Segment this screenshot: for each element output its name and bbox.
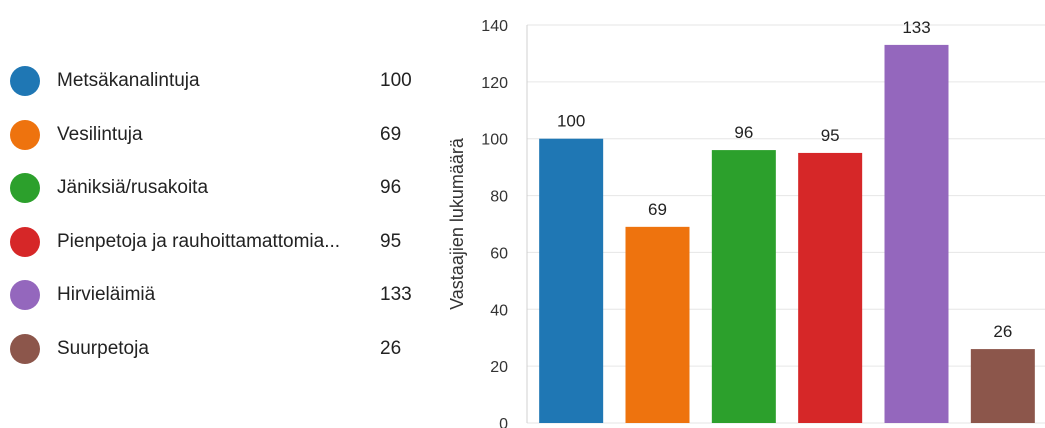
y-tick-label: 80: [490, 189, 508, 206]
y-tick-label: 0: [499, 416, 508, 428]
y-tick-label: 40: [490, 302, 508, 319]
legend-item[interactable]: Jäniksiä/rusakoita 96: [10, 169, 430, 209]
y-tick-label: 100: [481, 132, 508, 149]
bar: [798, 152, 863, 423]
legend-swatch: [10, 280, 40, 311]
legend-value: 26: [380, 338, 402, 359]
legend-item[interactable]: Suurpetoja 26: [10, 330, 430, 370]
data-label: 100: [557, 112, 585, 131]
bar: [625, 226, 690, 423]
data-label: 26: [993, 322, 1012, 341]
legend-item[interactable]: Hirvieläimiä 133: [10, 276, 430, 316]
legend-value: 100: [380, 70, 412, 91]
bar: [539, 138, 604, 423]
bar: [970, 349, 1035, 423]
legend-swatch: [10, 334, 40, 364]
data-label: 95: [821, 126, 840, 145]
legend-item[interactable]: Metsäkanalintuja 100: [10, 62, 430, 102]
data-label: 69: [648, 200, 667, 219]
legend-item[interactable]: Pienpetoja ja rauhoittamattomia... 95: [10, 223, 430, 263]
legend-item[interactable]: Vesilintuja 69: [10, 116, 430, 156]
legend-swatch: [10, 66, 40, 96]
chart-legend: Metsäkanalintuja 100 Vesilintuja 69 Jäniksiä…: [0, 0, 430, 428]
y-tick-label: 140: [481, 18, 508, 35]
y-tick-label: 20: [490, 359, 508, 376]
legend-swatch: [10, 226, 40, 257]
y-tick-label: 120: [481, 75, 508, 92]
y-axis-label: Vastaajien lukumäärä: [447, 137, 467, 310]
bar: [884, 44, 949, 424]
legend-value: 69: [380, 123, 402, 145]
legend-value: 133: [380, 284, 412, 306]
y-tick-label: 60: [490, 245, 508, 262]
bar: [711, 150, 776, 424]
data-label: 133: [902, 18, 930, 37]
legend-value: 96: [380, 177, 402, 199]
data-label: 96: [734, 123, 753, 142]
legend-value: 95: [380, 230, 402, 252]
legend-swatch: [10, 119, 40, 150]
legend-swatch: [10, 173, 40, 204]
